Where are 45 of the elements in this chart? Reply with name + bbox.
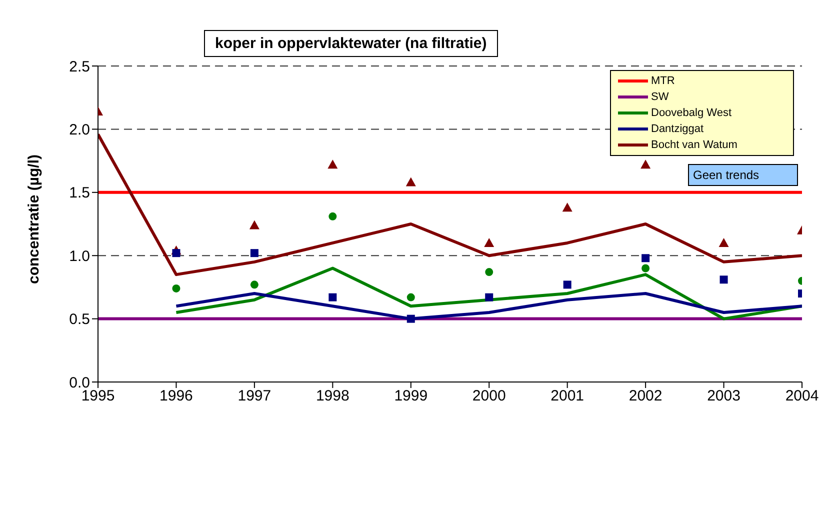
y-tick-label: 1.5 bbox=[69, 184, 90, 202]
x-tick-label: 1998 bbox=[316, 388, 350, 405]
line-series bbox=[98, 132, 802, 276]
legend-label: Dantziggat bbox=[651, 123, 704, 135]
x-tick-label: 2001 bbox=[550, 388, 584, 405]
point bbox=[249, 220, 260, 230]
point bbox=[328, 212, 337, 220]
y-tick-label: 2.5 bbox=[69, 58, 90, 76]
point bbox=[250, 249, 258, 258]
x-tick-label: 2003 bbox=[707, 388, 740, 405]
point bbox=[485, 268, 494, 276]
point bbox=[484, 238, 494, 247]
point bbox=[720, 276, 728, 284]
y-axis-title: concentratie (µg/l) bbox=[25, 154, 42, 284]
point bbox=[642, 264, 650, 272]
x-tick-label: 1996 bbox=[160, 388, 193, 405]
x-tick-label: 2004 bbox=[785, 388, 819, 405]
point bbox=[172, 249, 180, 258]
point bbox=[640, 160, 651, 169]
y-tick-label: 2.0 bbox=[69, 122, 90, 139]
point bbox=[562, 202, 572, 212]
x-tick-label: 1997 bbox=[238, 388, 272, 405]
y-tick-label: 1.0 bbox=[69, 248, 90, 265]
legend-label: SW bbox=[651, 91, 669, 103]
legend-label: Doovebalg West bbox=[651, 107, 732, 119]
x-tick-label: 2002 bbox=[628, 388, 662, 405]
point bbox=[406, 314, 415, 323]
point bbox=[642, 254, 650, 262]
chart-title: koper in oppervlaktewater (na filtratie) bbox=[204, 30, 498, 57]
point bbox=[406, 177, 416, 186]
point bbox=[328, 160, 338, 169]
point bbox=[406, 293, 415, 302]
point bbox=[250, 280, 258, 289]
point bbox=[563, 280, 572, 289]
note-box: Geen trends bbox=[688, 164, 798, 186]
legend-label: MTR bbox=[651, 75, 675, 87]
line-series bbox=[174, 266, 802, 320]
legend-label: Bocht van Watum bbox=[651, 139, 738, 151]
point bbox=[328, 293, 337, 302]
x-tick-label: 1999 bbox=[394, 388, 428, 405]
point bbox=[485, 293, 494, 302]
point bbox=[172, 284, 180, 292]
x-tick-label: 2000 bbox=[472, 388, 506, 405]
y-tick-label: 0.5 bbox=[69, 311, 90, 328]
point bbox=[718, 238, 729, 247]
